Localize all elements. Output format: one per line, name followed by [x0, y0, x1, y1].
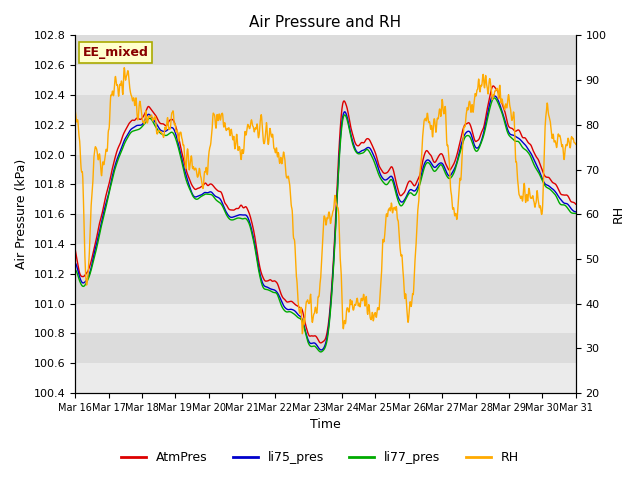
- Legend: AtmPres, li75_pres, li77_pres, RH: AtmPres, li75_pres, li77_pres, RH: [116, 446, 524, 469]
- X-axis label: Time: Time: [310, 419, 341, 432]
- Text: EE_mixed: EE_mixed: [83, 46, 148, 59]
- Title: Air Pressure and RH: Air Pressure and RH: [250, 15, 401, 30]
- Bar: [75, 36, 576, 65]
- Y-axis label: RH: RH: [612, 205, 625, 223]
- Y-axis label: Air Pressure (kPa): Air Pressure (kPa): [15, 159, 28, 269]
- Bar: [75, 125, 576, 155]
- Bar: [75, 304, 576, 334]
- Bar: [75, 65, 576, 95]
- Bar: [75, 274, 576, 304]
- Bar: [75, 334, 576, 363]
- Bar: [75, 155, 576, 184]
- Bar: [75, 214, 576, 244]
- Bar: [75, 95, 576, 125]
- Bar: [75, 244, 576, 274]
- Bar: [75, 184, 576, 214]
- Bar: [75, 363, 576, 393]
